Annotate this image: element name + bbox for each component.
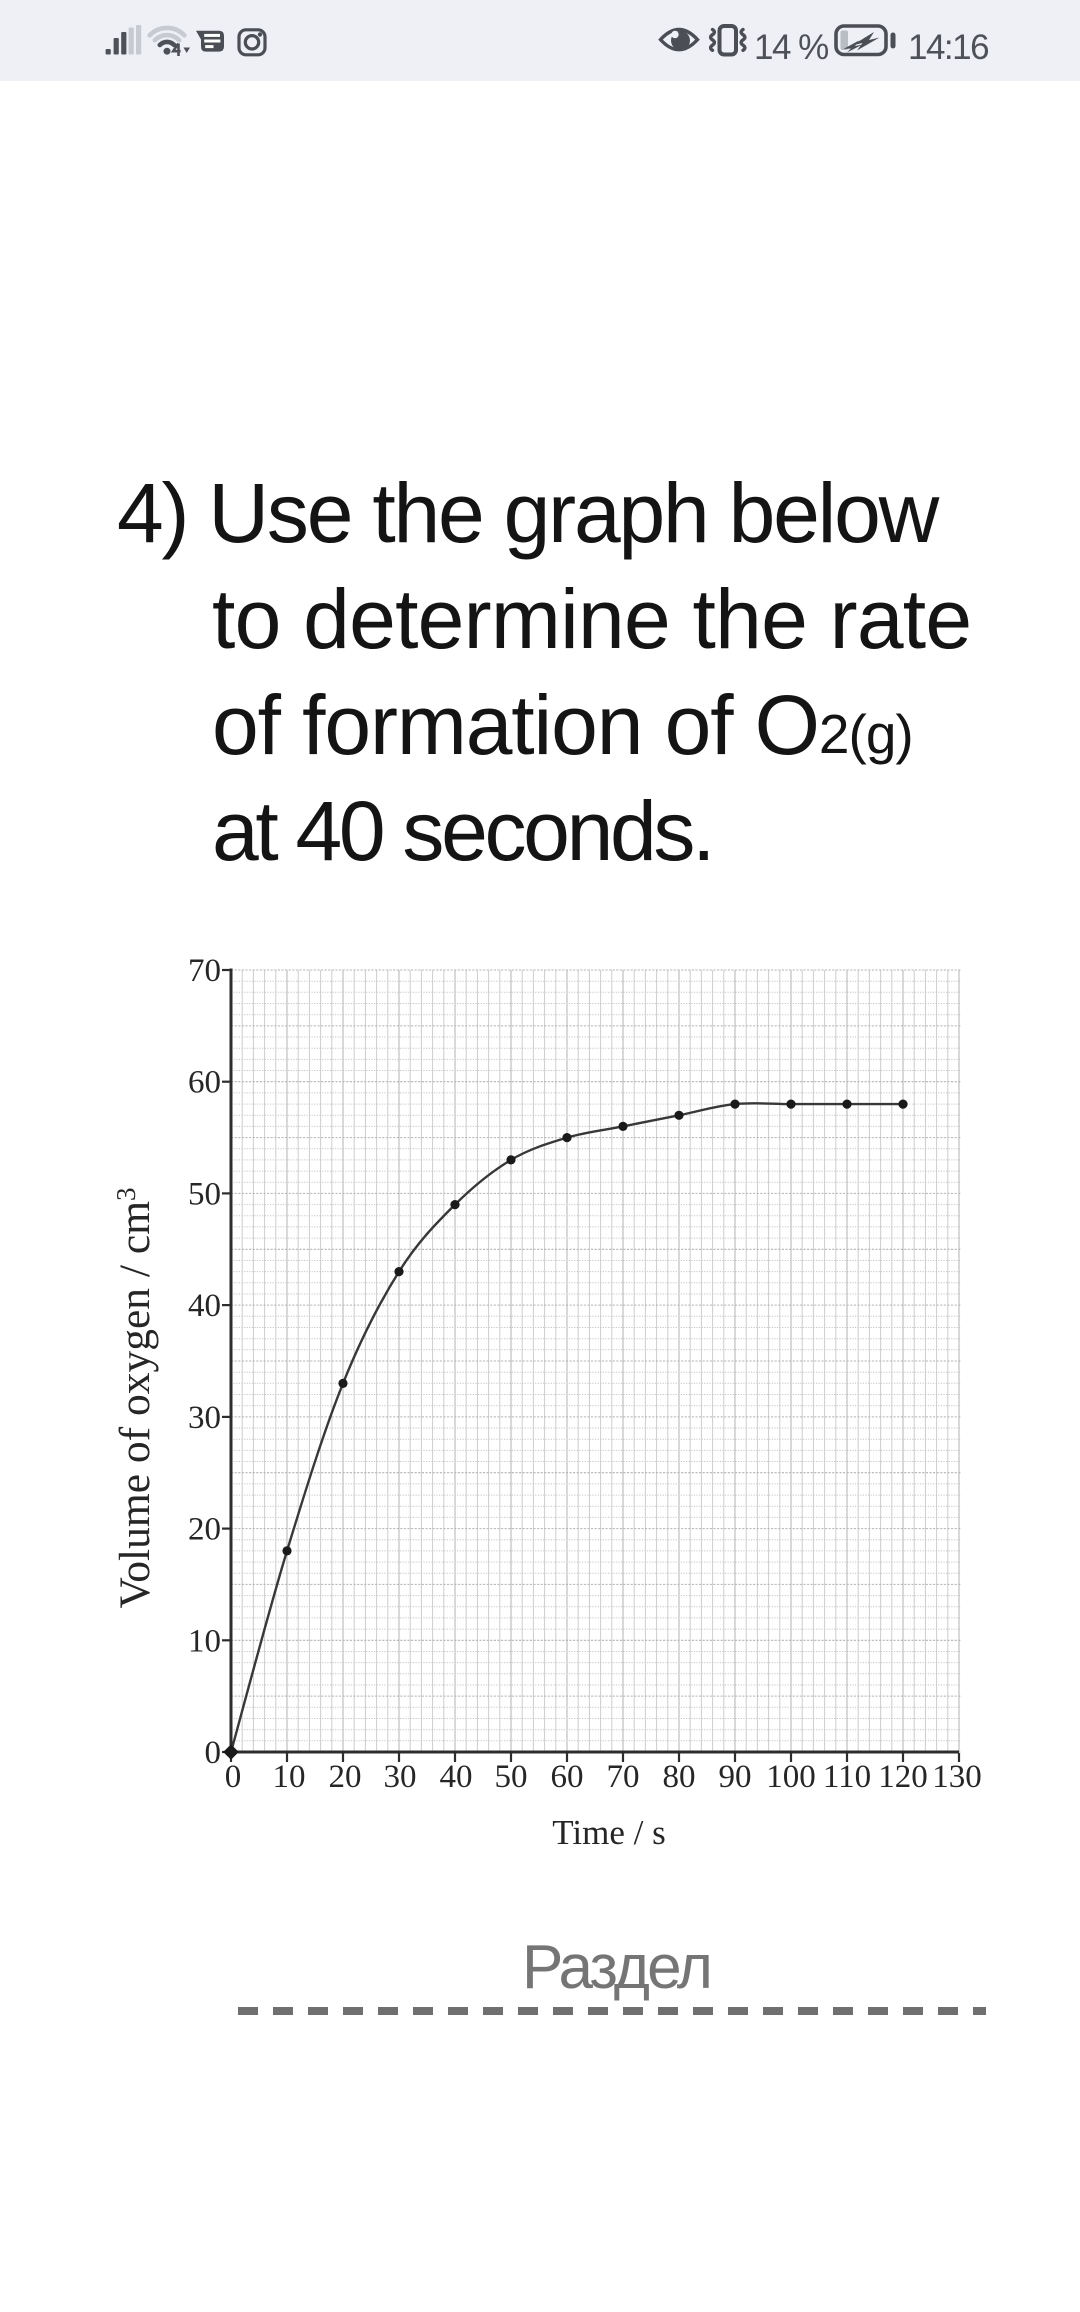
svg-text:20: 20 — [329, 1759, 362, 1795]
svg-text:80: 80 — [663, 1759, 696, 1795]
svg-text:50: 50 — [495, 1759, 528, 1795]
svg-text:50: 50 — [188, 1176, 221, 1212]
svg-text:Volume of oxygen / cm3: Volume of oxygen / cm3 — [111, 1187, 159, 1608]
svg-text:110: 110 — [823, 1759, 871, 1795]
svg-text:70: 70 — [188, 953, 221, 989]
svg-text:70: 70 — [607, 1759, 640, 1795]
svg-text:20: 20 — [188, 1512, 221, 1548]
svg-text:120: 120 — [878, 1759, 928, 1795]
svg-text:30: 30 — [188, 1400, 221, 1436]
svg-text:40: 40 — [188, 1288, 221, 1324]
svg-text:60: 60 — [551, 1759, 584, 1795]
svg-text:0: 0 — [205, 1735, 222, 1771]
svg-text:130: 130 — [932, 1759, 982, 1795]
svg-text:Time / s: Time / s — [552, 1813, 665, 1852]
svg-text:40: 40 — [440, 1759, 473, 1795]
svg-text:0: 0 — [225, 1759, 242, 1795]
svg-text:100: 100 — [766, 1759, 816, 1795]
svg-text:30: 30 — [384, 1759, 417, 1795]
svg-text:10: 10 — [273, 1759, 306, 1795]
svg-text:90: 90 — [719, 1759, 752, 1795]
svg-text:60: 60 — [188, 1065, 221, 1101]
svg-text:10: 10 — [188, 1623, 221, 1659]
